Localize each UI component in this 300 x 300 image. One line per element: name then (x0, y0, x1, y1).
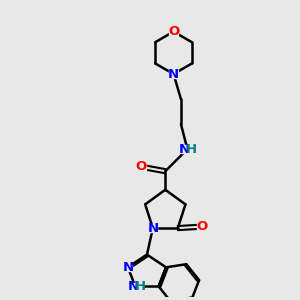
Text: O: O (168, 25, 179, 38)
Text: H: H (186, 142, 197, 156)
Text: N: N (122, 261, 134, 274)
Bar (124, 264, 132, 271)
Bar (169, 70, 178, 78)
Text: N: N (168, 68, 179, 80)
Text: O: O (196, 220, 208, 233)
Bar (148, 224, 157, 232)
Text: N: N (179, 142, 190, 156)
Text: O: O (136, 160, 147, 173)
Bar (181, 146, 194, 153)
Text: N: N (128, 280, 139, 293)
Bar (169, 28, 178, 35)
Bar (137, 163, 146, 170)
Text: N: N (147, 222, 158, 235)
Text: H: H (135, 280, 146, 293)
Bar (128, 283, 142, 290)
Bar (197, 223, 206, 230)
